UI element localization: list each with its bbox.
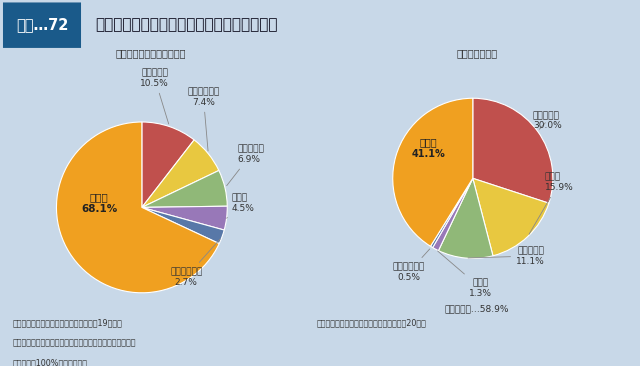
Text: 糖尿病
1.3%: 糖尿病 1.3% [438, 251, 492, 298]
Wedge shape [142, 171, 227, 208]
Text: 高血圧性疾患
0.5%: 高血圧性疾患 0.5% [392, 249, 429, 282]
Text: 資料：厚生労働省「国民医療費」（平成19年度）: 資料：厚生労働省「国民医療費」（平成19年度） [13, 318, 123, 328]
Text: 図表…72: 図表…72 [16, 17, 68, 32]
Wedge shape [431, 178, 473, 247]
Text: 資料：厚生労働省「人口動態統計」（平成20年）: 資料：厚生労働省「人口動態統計」（平成20年） [317, 318, 427, 328]
Wedge shape [142, 208, 224, 244]
Text: 注：グラフ構成比の数値は四捨五入しているため、内訳の: 注：グラフ構成比の数値は四捨五入しているため、内訳の [13, 338, 136, 347]
Title: 一般診療医療費の構成割合: 一般診療医療費の構成割合 [115, 49, 186, 59]
Text: 高血圧性疾患
7.4%: 高血圧性疾患 7.4% [188, 87, 220, 151]
Text: 虚血性心疾患
2.7%: 虚血性心疾患 2.7% [170, 239, 220, 287]
Text: その他
41.1%: その他 41.1% [412, 137, 445, 159]
Text: 悪性新生物
30.0%: 悪性新生物 30.0% [533, 111, 561, 130]
FancyBboxPatch shape [3, 3, 81, 48]
Wedge shape [142, 206, 227, 230]
Text: 脳血管疾患
6.9%: 脳血管疾患 6.9% [227, 145, 264, 186]
Wedge shape [142, 122, 194, 208]
Text: 悪性新生物
10.5%: 悪性新生物 10.5% [140, 68, 169, 124]
Wedge shape [438, 178, 493, 258]
Text: 心疾患
15.9%: 心疾患 15.9% [529, 173, 573, 234]
Text: 生活習慣病…58.9%: 生活習慣病…58.9% [445, 305, 509, 314]
Wedge shape [393, 98, 473, 246]
Wedge shape [56, 122, 220, 293]
Wedge shape [473, 98, 553, 203]
Wedge shape [142, 140, 219, 208]
Text: 糖尿病
4.5%: 糖尿病 4.5% [227, 193, 255, 218]
Wedge shape [473, 178, 549, 256]
Text: 生活習慣病の医療費に占める割合と死亡割合: 生活習慣病の医療費に占める割合と死亡割合 [95, 17, 278, 32]
Text: 合計が100%にならない。: 合計が100%にならない。 [13, 358, 88, 366]
Text: 脳血管疾患
11.1%: 脳血管疾患 11.1% [468, 246, 545, 266]
Text: その他
68.1%: その他 68.1% [81, 192, 117, 214]
Wedge shape [433, 178, 473, 251]
Title: 死因別死亡割合: 死因別死亡割合 [456, 49, 497, 59]
